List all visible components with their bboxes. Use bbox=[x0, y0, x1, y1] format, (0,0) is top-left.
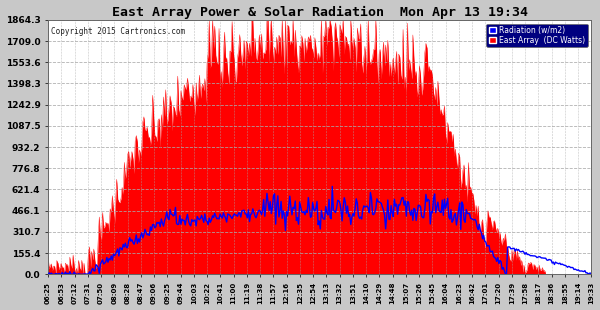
Text: Copyright 2015 Cartronics.com: Copyright 2015 Cartronics.com bbox=[51, 28, 185, 37]
Title: East Array Power & Solar Radiation  Mon Apr 13 19:34: East Array Power & Solar Radiation Mon A… bbox=[112, 6, 528, 19]
Legend: Radiation (w/m2), East Array  (DC Watts): Radiation (w/m2), East Array (DC Watts) bbox=[486, 24, 587, 47]
